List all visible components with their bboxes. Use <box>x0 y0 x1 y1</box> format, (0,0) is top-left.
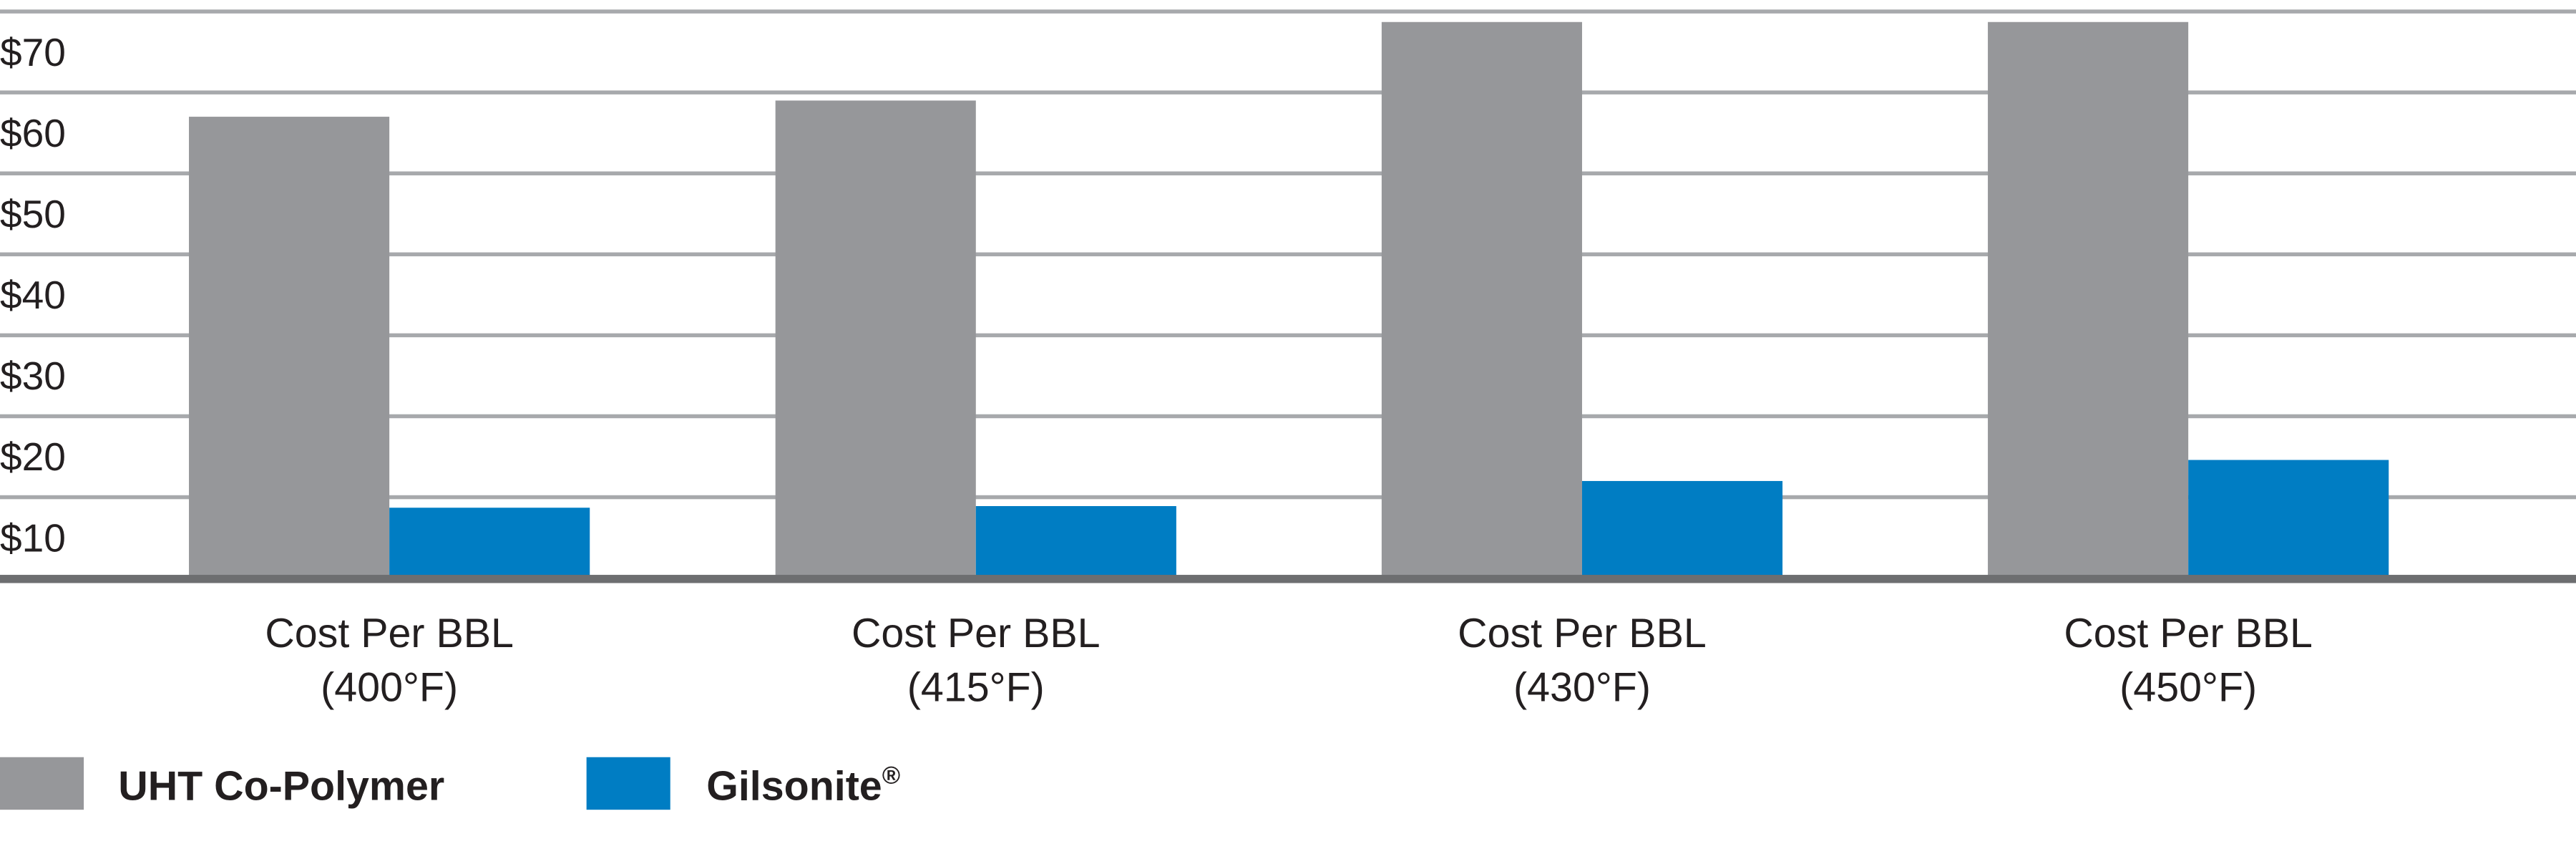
legend-label: Gilsonite® <box>706 762 900 809</box>
x-axis-tick-labels: Cost Per BBL (400°F) Cost Per BBL (415°F) Co… <box>265 611 2313 711</box>
legend-label: UHT Co-Polymer <box>118 763 444 809</box>
y-tick-label: $40 <box>0 273 66 317</box>
gridlines <box>0 9 2576 500</box>
x-tick-label: (400°F) <box>321 665 458 711</box>
x-axis-baseline <box>0 575 2576 583</box>
bar-uht-co-polymer-2 <box>1381 21 1582 578</box>
x-tick-label: Cost Per BBL <box>265 611 514 656</box>
gridline <box>0 252 2576 257</box>
y-tick-label: $20 <box>0 435 66 479</box>
gridline <box>0 414 2576 419</box>
registered-mark: ® <box>882 762 900 789</box>
y-tick-label: $10 <box>0 515 66 560</box>
bars <box>189 21 2389 578</box>
legend: UHT Co-Polymer Gilsonite® <box>0 757 900 810</box>
bar-gilsonite-0 <box>389 508 590 578</box>
x-tick-label: (430°F) <box>1513 665 1651 711</box>
bar-gilsonite-2 <box>1581 480 1783 578</box>
y-tick-label: $50 <box>0 192 66 236</box>
y-tick-label: $60 <box>0 111 66 155</box>
gridline <box>0 90 2576 94</box>
y-tick-label: $30 <box>0 354 66 398</box>
x-tick-label: Cost Per BBL <box>852 611 1101 656</box>
bar-uht-co-polymer-3 <box>1988 21 2189 578</box>
gridline <box>0 495 2576 500</box>
x-tick-label: (450°F) <box>2119 665 2257 711</box>
y-tick-label: $70 <box>0 30 66 74</box>
legend-swatch <box>0 757 84 810</box>
bar-uht-co-polymer-0 <box>189 117 390 578</box>
gridline <box>0 333 2576 338</box>
gridline <box>0 171 2576 175</box>
bar-uht-co-polymer-1 <box>775 100 976 578</box>
bar-gilsonite-3 <box>2188 460 2389 578</box>
x-tick-label: Cost Per BBL <box>2064 611 2313 656</box>
gridline <box>0 9 2576 14</box>
bar-gilsonite-1 <box>975 506 1176 578</box>
y-axis-tick-labels: $10 $20 $30 $40 $50 $60 $70 <box>0 30 66 560</box>
x-tick-label: Cost Per BBL <box>1458 611 1707 656</box>
legend-swatch <box>586 757 670 810</box>
x-tick-label: (415°F) <box>907 665 1045 711</box>
